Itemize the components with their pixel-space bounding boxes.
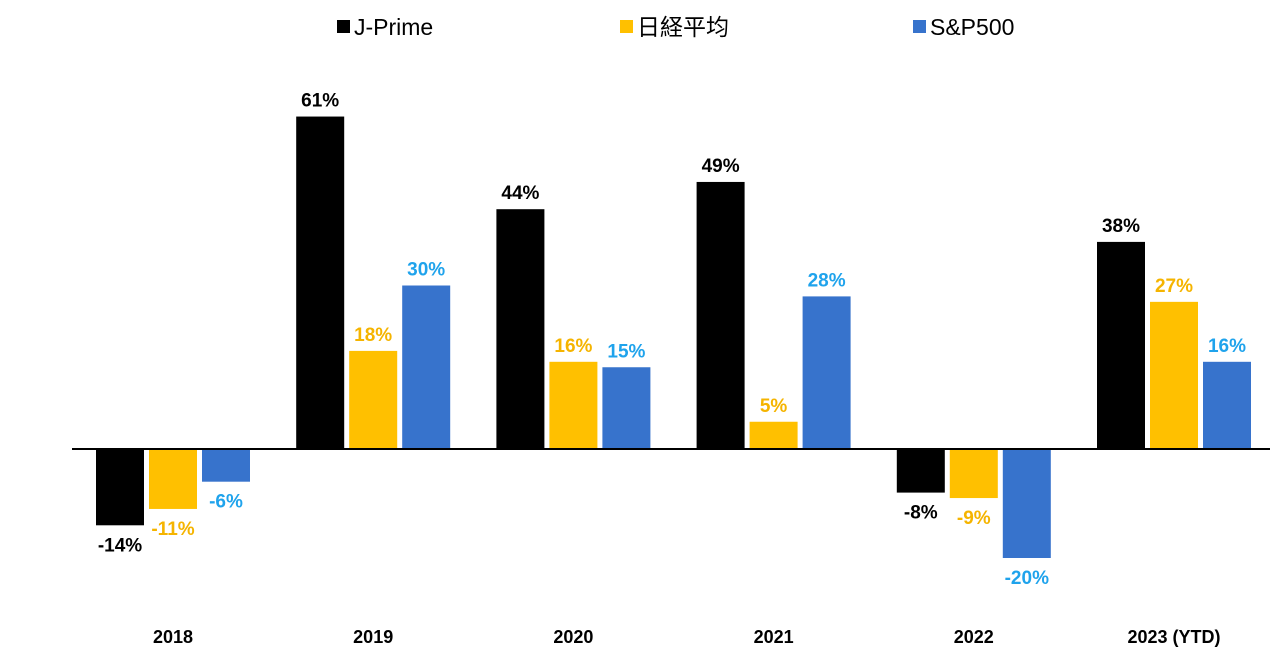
bar-nikkei-2020 <box>549 361 598 449</box>
data-label-j-prime-2023-ytd: 38% <box>1102 216 1140 237</box>
bar-j-prime-2023-ytd <box>1097 241 1145 449</box>
legend: J-Prime 日経平均 S&P500 <box>337 14 1014 40</box>
category-label-2022: 2022 <box>954 627 994 647</box>
data-label-j-prime-2022: -8% <box>904 503 938 524</box>
bar-nikkei-2021 <box>749 421 798 449</box>
category-label-2023-ytd: 2023 (YTD) <box>1127 627 1220 647</box>
data-label-nikkei-2018: -11% <box>151 519 194 540</box>
legend-item-j-prime: J-Prime <box>337 14 433 40</box>
bar-nikkei-2023-ytd <box>1150 301 1198 449</box>
category-label-2021: 2021 <box>754 627 794 647</box>
bar-s-p500-2021 <box>802 296 851 449</box>
data-labels: -14% 61% 44% 49% -8% 38% -11% 18% 16% 5% -9% 27% -6%… <box>98 91 1246 589</box>
category-label-2020: 2020 <box>553 627 593 647</box>
legend-item-s-p500: S&P500 <box>913 14 1014 40</box>
data-label-s-p500-2021: 28% <box>808 270 846 291</box>
data-label-nikkei-2019: 18% <box>354 325 392 346</box>
bar-j-prime-2018 <box>96 449 144 526</box>
bar-j-prime-2019 <box>296 116 345 450</box>
category-label-2018: 2018 <box>153 627 193 647</box>
bar-j-prime-2020 <box>496 209 545 449</box>
legend-swatch-j-prime <box>337 20 350 33</box>
bar-s-p500-2020 <box>602 367 651 449</box>
data-label-s-p500-2022: -20% <box>1005 568 1049 589</box>
data-label-s-p500-2019: 30% <box>407 260 445 281</box>
bar-s-p500-2018 <box>202 449 250 482</box>
data-label-nikkei-2021: 5% <box>760 396 788 417</box>
bars <box>96 116 1251 558</box>
legend-swatch-s-p500 <box>913 20 926 33</box>
legend-label-nikkei: 日経平均 <box>637 14 729 40</box>
data-label-s-p500-2018: -6% <box>209 492 243 513</box>
bar-j-prime-2022 <box>896 449 945 493</box>
data-label-j-prime-2018: -14% <box>98 535 142 556</box>
data-label-j-prime-2021: 49% <box>702 156 740 177</box>
data-label-nikkei-2020: 16% <box>554 336 592 357</box>
bar-nikkei-2018 <box>149 449 197 509</box>
bar-nikkei-2019 <box>349 350 398 449</box>
data-label-nikkei-2023-ytd: 27% <box>1155 276 1193 297</box>
data-label-s-p500-2020: 15% <box>607 341 645 362</box>
bar-nikkei-2022 <box>949 449 998 499</box>
category-label-2019: 2019 <box>353 627 393 647</box>
legend-label-j-prime: J-Prime <box>354 14 433 40</box>
legend-label-s-p500: S&P500 <box>930 14 1014 40</box>
data-label-nikkei-2022: -9% <box>957 508 991 529</box>
data-label-j-prime-2020: 44% <box>501 183 539 204</box>
bar-j-prime-2021 <box>696 181 745 449</box>
legend-item-nikkei: 日経平均 <box>620 14 729 40</box>
data-label-j-prime-2019: 61% <box>301 91 339 112</box>
data-label-s-p500-2023-ytd: 16% <box>1208 336 1246 357</box>
category-labels: 2018 2019 2020 2021 2022 2023 (YTD) <box>153 627 1221 647</box>
bar-s-p500-2023-ytd <box>1203 361 1251 449</box>
bar-s-p500-2019 <box>402 285 451 449</box>
bar-s-p500-2022 <box>1002 449 1051 558</box>
legend-swatch-nikkei <box>620 20 633 33</box>
